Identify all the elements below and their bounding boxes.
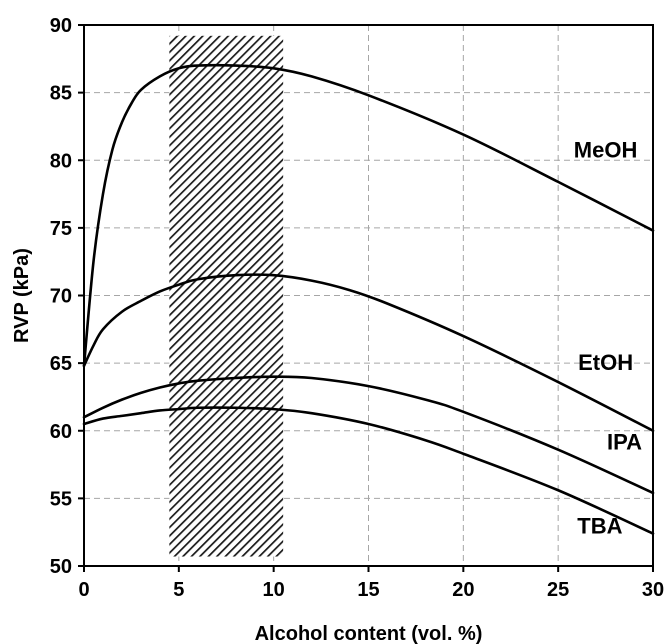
series-label-tba: TBA xyxy=(577,514,622,539)
series-line-etoh xyxy=(82,273,655,433)
y-tick-label: 65 xyxy=(50,353,72,375)
x-tick-label: 5 xyxy=(173,579,184,601)
labels: Alcohol content (vol. %) RVP (kPa) 50556… xyxy=(11,15,664,644)
series-label-meoh: MeOH xyxy=(574,138,638,163)
series-line-ipa xyxy=(82,375,655,495)
series-layer xyxy=(82,63,655,535)
y-tick-label: 80 xyxy=(50,150,72,172)
x-tick-label: 15 xyxy=(357,579,379,601)
highlight-band xyxy=(169,35,284,557)
x-tick-label: 0 xyxy=(78,579,89,601)
y-tick-label: 90 xyxy=(50,15,72,37)
series-label-ipa: IPA xyxy=(607,430,642,455)
x-tick-label: 25 xyxy=(547,579,569,601)
axes xyxy=(78,24,654,572)
series-line-meoh xyxy=(82,63,655,368)
y-tick-label: 70 xyxy=(50,286,72,308)
y-tick-label: 55 xyxy=(50,488,72,510)
y-tick-label: 75 xyxy=(50,218,72,240)
y-tick-label: 85 xyxy=(50,83,72,105)
x-tick-label: 30 xyxy=(642,579,664,601)
series-line-tba xyxy=(82,406,655,535)
x-tick-label: 20 xyxy=(452,579,474,601)
highlight-band-layer xyxy=(169,35,284,557)
y-tick-label: 60 xyxy=(50,421,72,443)
y-tick-label: 50 xyxy=(50,556,72,578)
x-tick-label: 10 xyxy=(263,579,285,601)
x-axis-title: Alcohol content (vol. %) xyxy=(255,623,483,644)
series-label-etoh: EtOH xyxy=(578,350,633,375)
y-axis-title: RVP (kPa) xyxy=(11,248,33,343)
